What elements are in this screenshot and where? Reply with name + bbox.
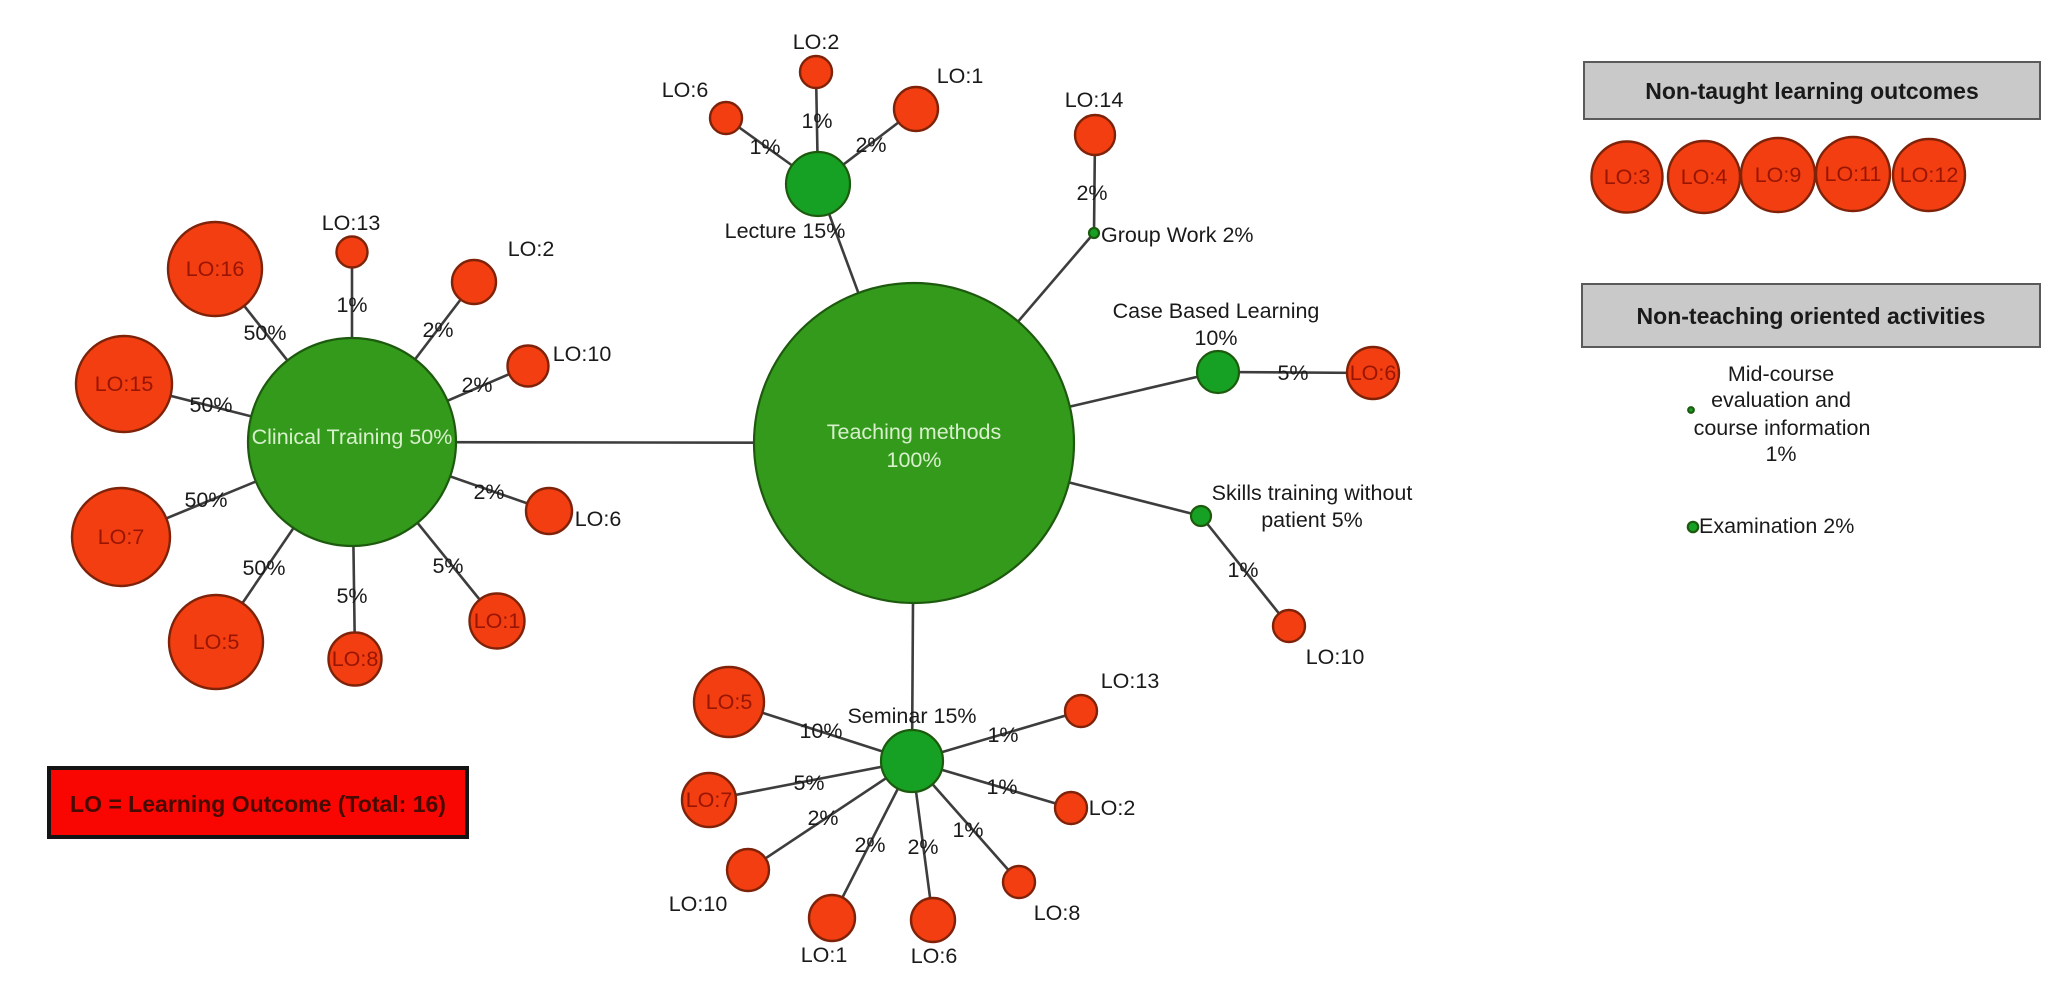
svg-text:LO:6: LO:6: [575, 507, 622, 531]
svg-text:LO:8: LO:8: [332, 647, 379, 671]
svg-text:LO:16: LO:16: [186, 257, 245, 281]
svg-text:1%: 1%: [801, 109, 832, 133]
svg-text:LO:4: LO:4: [1681, 165, 1728, 189]
svg-text:100%: 100%: [887, 448, 942, 472]
svg-text:evaluation and: evaluation and: [1711, 388, 1851, 412]
svg-text:LO:10: LO:10: [553, 342, 612, 366]
svg-text:1%: 1%: [986, 775, 1017, 799]
svg-text:50%: 50%: [243, 321, 286, 345]
svg-text:5%: 5%: [793, 771, 824, 795]
svg-text:Clinical Training 50%: Clinical Training 50%: [252, 425, 453, 449]
svg-text:LO:5: LO:5: [193, 630, 240, 654]
svg-text:patient 5%: patient 5%: [1261, 508, 1363, 532]
svg-text:1%: 1%: [749, 135, 780, 159]
svg-text:Case Based Learning: Case Based Learning: [1113, 299, 1320, 323]
svg-text:LO:6: LO:6: [911, 944, 958, 968]
svg-text:Non-taught learning outcomes: Non-taught learning outcomes: [1645, 78, 1979, 104]
svg-text:LO:14: LO:14: [1065, 88, 1124, 112]
svg-text:Skills training without: Skills training without: [1212, 481, 1413, 505]
svg-text:LO:7: LO:7: [686, 788, 733, 812]
svg-text:Lecture 15%: Lecture 15%: [725, 219, 846, 243]
svg-text:1%: 1%: [952, 818, 983, 842]
svg-text:LO:9: LO:9: [1755, 163, 1802, 187]
svg-text:LO:1: LO:1: [474, 609, 521, 633]
svg-text:LO:13: LO:13: [322, 211, 381, 235]
svg-text:LO:15: LO:15: [95, 372, 154, 396]
svg-text:1%: 1%: [1227, 558, 1258, 582]
svg-text:LO:5: LO:5: [706, 690, 753, 714]
svg-text:Mid-course: Mid-course: [1728, 362, 1834, 386]
svg-text:10%: 10%: [799, 719, 842, 743]
svg-text:LO:2: LO:2: [1089, 796, 1136, 820]
svg-text:5%: 5%: [336, 584, 367, 608]
svg-text:LO:3: LO:3: [1604, 165, 1651, 189]
svg-text:LO:10: LO:10: [1306, 645, 1365, 669]
svg-text:2%: 2%: [473, 480, 504, 504]
svg-text:50%: 50%: [189, 393, 232, 417]
svg-text:LO:2: LO:2: [793, 30, 840, 54]
svg-text:LO:10: LO:10: [669, 892, 728, 916]
svg-text:LO:7: LO:7: [98, 525, 145, 549]
svg-text:Examination 2%: Examination 2%: [1699, 514, 1854, 538]
svg-text:2%: 2%: [422, 318, 453, 342]
svg-text:LO:11: LO:11: [1825, 162, 1882, 186]
svg-text:LO:6: LO:6: [1350, 361, 1397, 385]
svg-text:5%: 5%: [432, 554, 463, 578]
svg-text:LO = Learning Outcome (Total:: LO = Learning Outcome (Total: 16): [70, 791, 446, 817]
svg-text:10%: 10%: [1194, 326, 1237, 350]
svg-text:2%: 2%: [854, 833, 885, 857]
svg-text:5%: 5%: [1277, 361, 1308, 385]
svg-text:1%: 1%: [336, 293, 367, 317]
svg-text:LO:6: LO:6: [662, 78, 709, 102]
svg-text:1%: 1%: [1765, 442, 1796, 466]
svg-text:LO:1: LO:1: [801, 943, 848, 967]
svg-text:LO:2: LO:2: [508, 237, 555, 261]
svg-text:1%: 1%: [987, 723, 1018, 747]
svg-text:LO:1: LO:1: [937, 64, 984, 88]
svg-text:LO:12: LO:12: [1900, 163, 1959, 187]
svg-text:2%: 2%: [807, 806, 838, 830]
svg-text:2%: 2%: [461, 373, 492, 397]
svg-text:50%: 50%: [242, 556, 285, 580]
svg-text:LO:8: LO:8: [1034, 901, 1081, 925]
svg-text:Seminar 15%: Seminar 15%: [847, 704, 976, 728]
svg-text:2%: 2%: [1076, 181, 1107, 205]
svg-text:50%: 50%: [184, 488, 227, 512]
svg-text:course information: course information: [1694, 416, 1871, 440]
svg-text:Non-teaching oriented activiti: Non-teaching oriented activities: [1637, 303, 1986, 329]
svg-text:2%: 2%: [907, 835, 938, 859]
svg-text:Group Work 2%: Group Work 2%: [1101, 223, 1254, 247]
svg-text:Teaching methods: Teaching methods: [827, 420, 1002, 444]
svg-text:LO:13: LO:13: [1101, 669, 1160, 693]
svg-text:2%: 2%: [855, 133, 886, 157]
